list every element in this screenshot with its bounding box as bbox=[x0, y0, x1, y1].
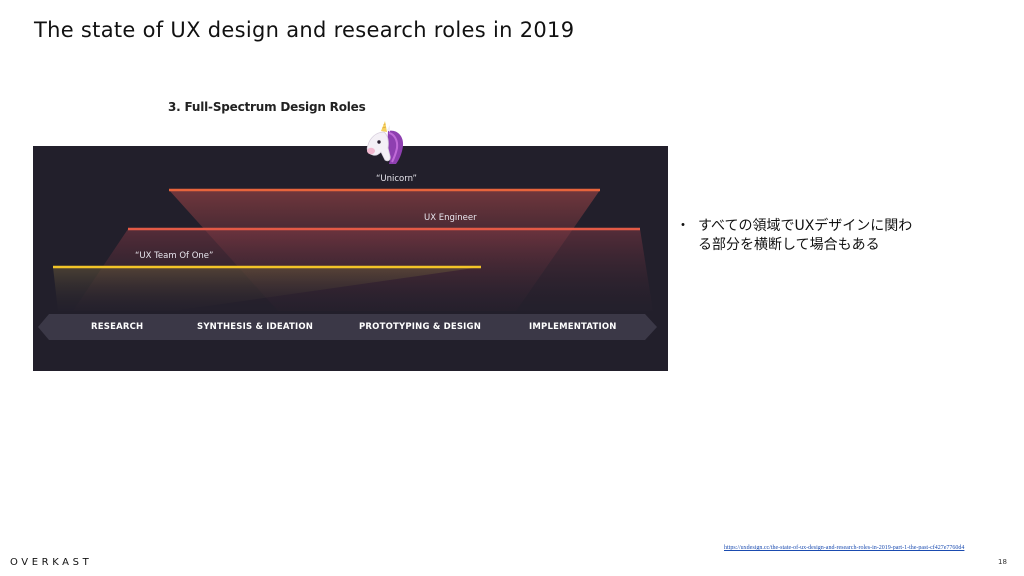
source-link[interactable]: https://uxdesign.cc/the-state-of-ux-desi… bbox=[724, 545, 965, 551]
role-label-ux-engineer: UX Engineer bbox=[424, 213, 477, 223]
phase-research: RESEARCH bbox=[91, 322, 144, 332]
page-number: 18 bbox=[998, 558, 1007, 566]
role-label-ux-team-of-one: “UX Team Of One” bbox=[135, 251, 214, 261]
unicorn-icon bbox=[366, 121, 404, 164]
phase-synthesis-ideation: SYNTHESIS & IDEATION bbox=[197, 322, 314, 332]
slide-title: The state of UX design and research role… bbox=[34, 18, 575, 42]
bullet-item: ・ すべての領域でUXデザインに関わる部分を横断して場合もある bbox=[676, 217, 926, 255]
phase-implementation: IMPLEMENTATION bbox=[529, 322, 617, 332]
diagram-caption: 3. Full-Spectrum Design Roles bbox=[168, 100, 366, 114]
brand-logo: OVERKAST bbox=[10, 557, 93, 568]
phase-prototyping-design: PROTOTYPING & DESIGN bbox=[359, 322, 482, 332]
diagram-graphics bbox=[38, 188, 657, 340]
process-arrow bbox=[38, 314, 657, 340]
bullet-dot: ・ bbox=[676, 218, 690, 234]
role-label-unicorn: “Unicorn” bbox=[376, 174, 417, 184]
team-of-one-span-shade bbox=[53, 267, 481, 311]
full-spectrum-roles-diagram: “Unicorn” UX Engineer “UX Team Of One” R… bbox=[33, 146, 668, 371]
bullet-text: すべての領域でUXデザインに関わる部分を横断して場合もある bbox=[698, 218, 913, 253]
